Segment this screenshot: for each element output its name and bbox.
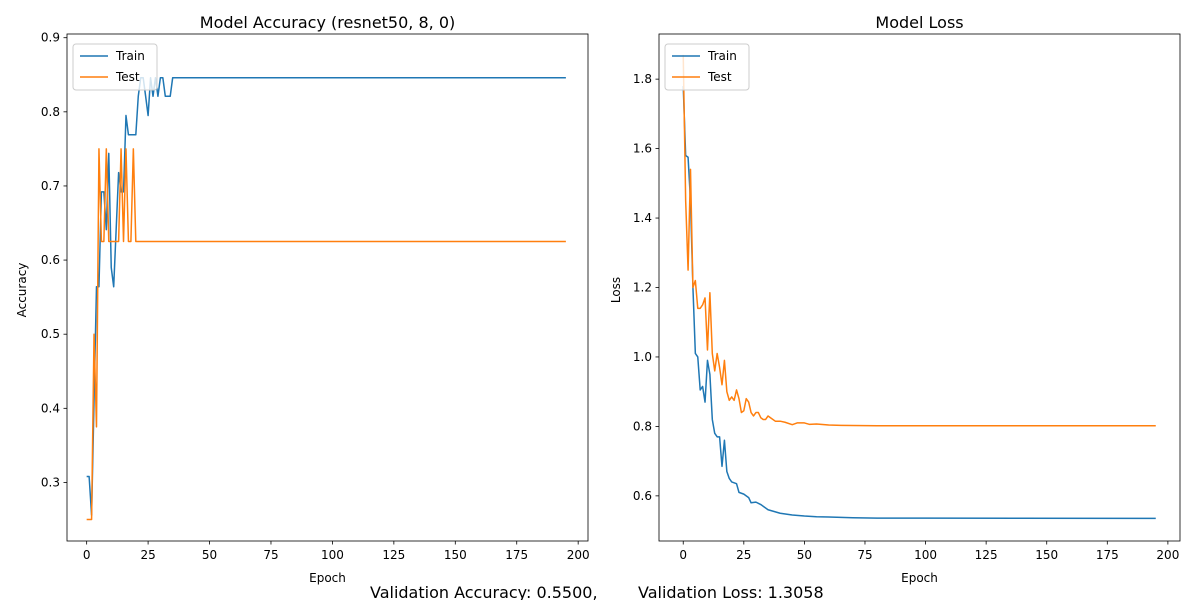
loss-x-tick-label: 200 [1156, 548, 1179, 562]
accuracy-y-tick-label: 0.4 [41, 401, 60, 415]
loss-series-test-line [682, 54, 1156, 427]
loss-y-tick-label: 1.4 [633, 211, 652, 225]
loss-y-axis-label: Loss [609, 277, 623, 303]
accuracy-plot-frame [66, 33, 589, 542]
accuracy-x-tick-label: 75 [263, 548, 278, 562]
accuracy-x-axis-label: Epoch [309, 571, 346, 585]
loss-x-tick-label: 75 [857, 548, 872, 562]
accuracy-x-tick-label: 125 [382, 548, 405, 562]
accuracy-x-tick-label: 200 [567, 548, 590, 562]
accuracy-y-tick-label: 0.7 [41, 179, 60, 193]
accuracy-x-tick-label: 50 [202, 548, 217, 562]
loss-y-tick-label: 1.2 [633, 281, 652, 295]
loss-y-tick-label: 0.6 [633, 489, 652, 503]
validation-loss-text: Validation Loss: 1.3058 [638, 583, 824, 600]
loss-x-tick-label: 50 [797, 548, 812, 562]
loss-plot-frame [658, 33, 1181, 542]
accuracy-y-tick-label: 0.5 [41, 327, 60, 341]
accuracy-chart-title: Model Accuracy (resnet50, 8, 0) [200, 13, 455, 32]
accuracy-legend-test-label: Test [115, 70, 140, 84]
accuracy-x-tick-label: 25 [140, 548, 155, 562]
loss-x-tick-label: 0 [679, 548, 687, 562]
accuracy-y-axis-label: Accuracy [15, 263, 29, 318]
accuracy-chart: Model Accuracy (resnet50, 8, 0) Epoch Ac… [15, 13, 590, 585]
loss-x-tick-label: 175 [1096, 548, 1119, 562]
accuracy-y-tick-label: 0.3 [41, 475, 60, 489]
accuracy-x-tick-label: 150 [444, 548, 467, 562]
loss-x-tick-label: 125 [975, 548, 998, 562]
accuracy-series-test-line [86, 148, 566, 521]
loss-y-tick-label: 1.8 [633, 72, 652, 86]
accuracy-series-train-line [86, 76, 566, 516]
loss-y-tick-label: 1.0 [633, 350, 652, 364]
loss-series-train-line [682, 86, 1156, 520]
accuracy-y-tick-label: 0.6 [41, 253, 60, 267]
loss-y-tick-label: 1.6 [633, 142, 652, 156]
loss-legend-test-label: Test [707, 70, 732, 84]
loss-x-axis-label: Epoch [901, 571, 938, 585]
accuracy-y-tick-label: 0.9 [41, 31, 60, 45]
accuracy-y-tick-label: 0.8 [41, 105, 60, 119]
loss-chart-title: Model Loss [875, 13, 963, 32]
loss-chart: Model Loss Epoch Loss 0 25 50 75 100 125 150 17… [609, 13, 1181, 585]
loss-x-tick-label: 25 [736, 548, 751, 562]
accuracy-x-tick-label: 175 [505, 548, 528, 562]
loss-y-tick-label: 0.8 [633, 419, 652, 433]
loss-x-tick-label: 150 [1035, 548, 1058, 562]
accuracy-x-tick-label: 100 [321, 548, 344, 562]
validation-accuracy-text: Validation Accuracy: 0.5500, [370, 583, 598, 600]
loss-legend-train-label: Train [707, 49, 737, 63]
accuracy-legend-train-label: Train [115, 49, 145, 63]
loss-x-tick-label: 100 [914, 548, 937, 562]
accuracy-x-tick-label: 0 [83, 548, 91, 562]
